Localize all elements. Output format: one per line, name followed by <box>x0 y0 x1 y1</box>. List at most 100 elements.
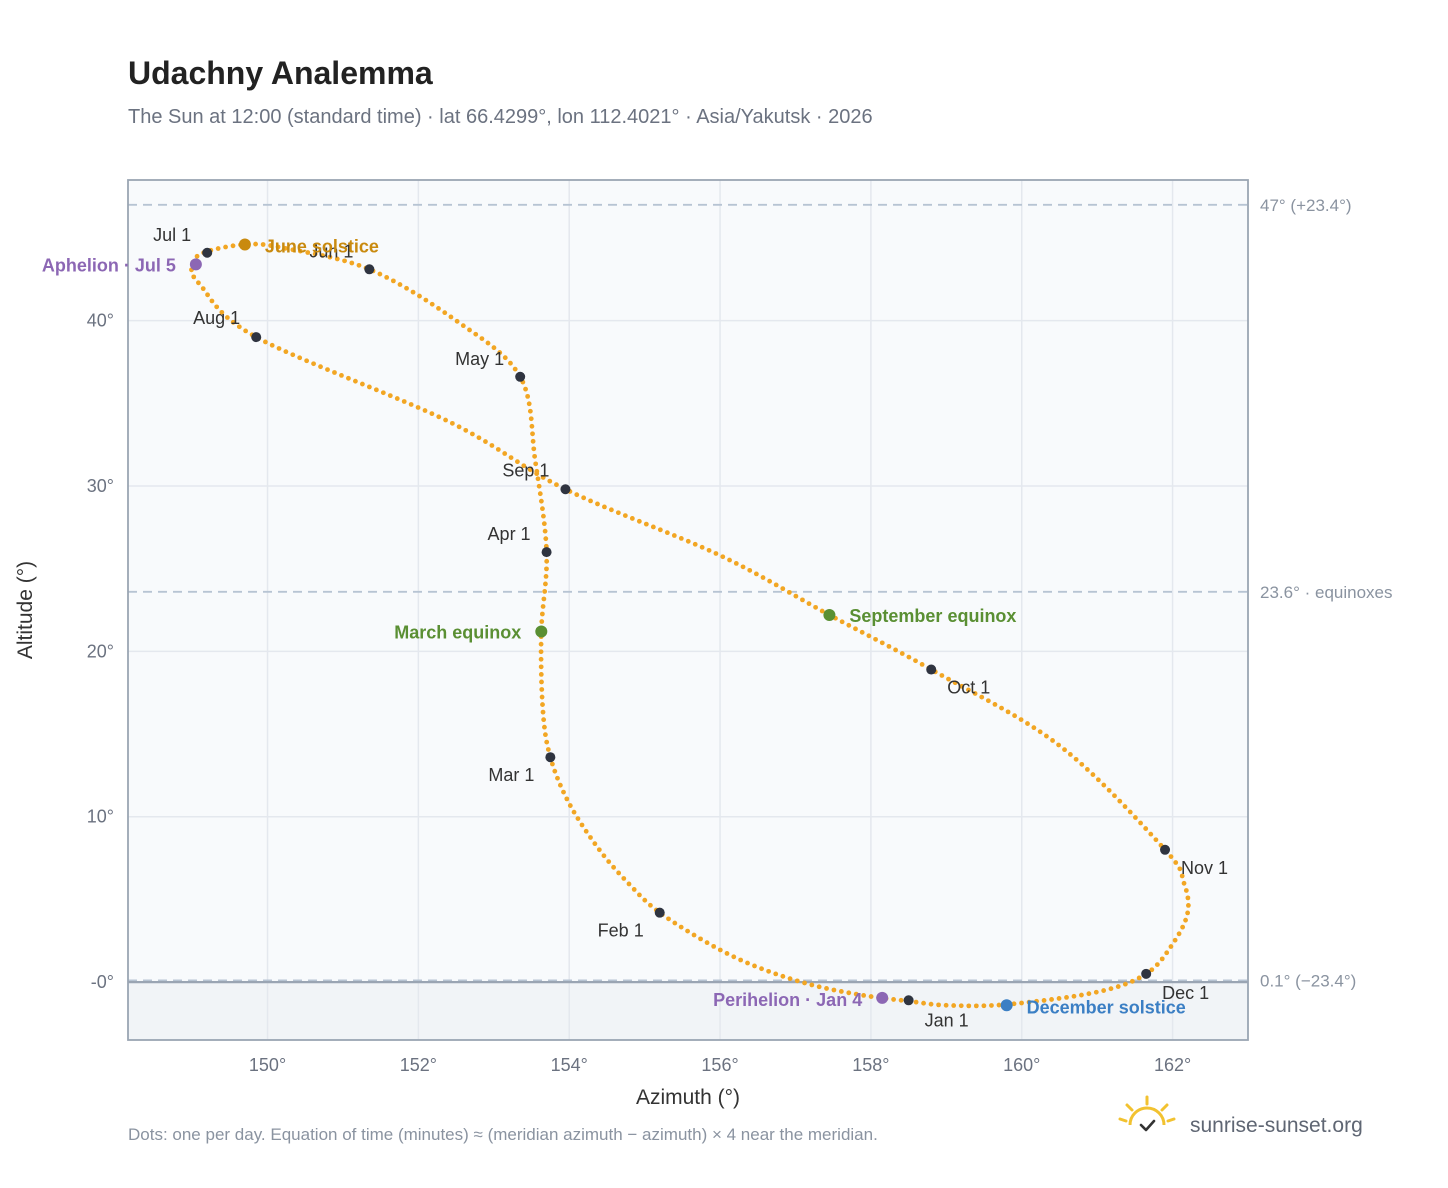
daily-dot <box>401 399 407 404</box>
daily-dot <box>648 902 653 908</box>
daily-dot <box>745 960 750 966</box>
event-marker <box>1000 999 1013 1012</box>
daily-dot <box>1148 831 1154 837</box>
daily-dot <box>373 387 379 393</box>
daily-dot <box>540 506 545 512</box>
daily-dot <box>417 293 422 299</box>
daily-dot <box>540 709 546 715</box>
daily-dot <box>542 589 548 594</box>
daily-dot <box>297 355 303 361</box>
daily-dot <box>320 253 325 258</box>
daily-dot <box>469 431 475 437</box>
event-label: September equinox <box>849 606 1016 626</box>
plot-background <box>128 180 1248 1040</box>
daily-dot <box>711 943 717 949</box>
month-label: Aug 1 <box>193 308 240 328</box>
daily-dot <box>802 980 807 986</box>
daily-dot <box>824 986 829 991</box>
daily-dot <box>631 887 637 892</box>
daily-dot <box>538 641 544 647</box>
daily-dot <box>1177 866 1183 872</box>
daily-dot <box>547 478 553 484</box>
month-marker <box>926 664 937 675</box>
daily-dot <box>230 319 236 325</box>
month-marker <box>515 371 526 382</box>
daily-dot <box>1129 978 1135 984</box>
daily-dot <box>540 475 546 480</box>
daily-dot <box>636 518 642 524</box>
daily-dot <box>1168 854 1174 860</box>
daily-dot <box>512 366 518 372</box>
daily-dot <box>846 990 852 996</box>
daily-dot <box>672 920 678 926</box>
daily-dot <box>422 408 428 413</box>
daily-dot <box>666 916 671 922</box>
daily-dot <box>936 1002 941 1008</box>
daily-dot <box>429 301 435 307</box>
month-marker <box>903 995 914 1006</box>
daily-dot <box>380 390 386 396</box>
daily-dot <box>898 997 904 1003</box>
daily-dot <box>913 658 918 664</box>
daily-dot <box>436 306 441 311</box>
daily-dot <box>787 976 793 982</box>
daily-dot <box>1138 820 1143 826</box>
daily-dot <box>1185 895 1191 901</box>
daily-dot <box>542 724 547 730</box>
daily-dot <box>543 536 549 542</box>
daily-dot <box>454 318 460 324</box>
daily-dot <box>1108 986 1114 992</box>
daily-dot <box>861 993 867 998</box>
daily-dot <box>410 289 416 295</box>
daily-dot <box>1095 777 1101 783</box>
daily-dot <box>397 282 403 287</box>
daily-dot <box>460 323 466 329</box>
daily-dot <box>543 581 548 587</box>
daily-dot <box>384 274 390 280</box>
daily-dot <box>1071 993 1077 999</box>
x-tick-label: 156° <box>701 1055 738 1075</box>
daily-dot <box>473 331 479 337</box>
daily-dot <box>1086 991 1092 997</box>
daily-dot <box>332 370 337 375</box>
daily-dot <box>629 516 635 521</box>
month-label: Mar 1 <box>488 765 534 785</box>
daily-dot <box>404 285 409 291</box>
event-marker <box>535 625 548 638</box>
daily-dot <box>780 586 786 592</box>
daily-dot <box>515 459 520 465</box>
daily-dot <box>738 957 744 963</box>
reference-line-label: 0.1° (−23.4°) <box>1260 971 1356 990</box>
daily-dot <box>541 521 547 527</box>
daily-dot <box>236 324 242 330</box>
month-marker <box>654 907 665 918</box>
daily-dot <box>1183 888 1189 893</box>
daily-dot <box>268 243 274 248</box>
daily-dot <box>545 747 551 752</box>
month-label: Sep 1 <box>502 460 549 480</box>
month-marker <box>560 484 571 495</box>
daily-dot <box>521 463 527 469</box>
daily-dot <box>1101 988 1107 993</box>
daily-dot <box>839 619 845 625</box>
daily-dot <box>979 694 985 700</box>
daily-dot <box>297 248 303 254</box>
daily-dot <box>575 816 581 822</box>
daily-dot <box>958 1003 964 1009</box>
daily-dot <box>1183 917 1188 923</box>
daily-dot <box>508 455 514 460</box>
daily-dot <box>1041 998 1047 1003</box>
chart-title: Udachny Analemma <box>128 55 433 91</box>
daily-dot <box>467 327 472 333</box>
daily-dot <box>992 702 998 707</box>
daily-dot <box>429 411 435 417</box>
daily-dot <box>449 420 455 426</box>
daily-dot <box>527 408 533 414</box>
daily-dot <box>1064 994 1069 1000</box>
daily-dot <box>497 350 503 355</box>
x-tick-label: 162° <box>1154 1055 1191 1075</box>
daily-dot <box>525 393 531 399</box>
daily-dot <box>230 243 236 249</box>
month-marker <box>364 264 375 275</box>
reference-line-label: 47° (+23.4°) <box>1260 196 1352 215</box>
